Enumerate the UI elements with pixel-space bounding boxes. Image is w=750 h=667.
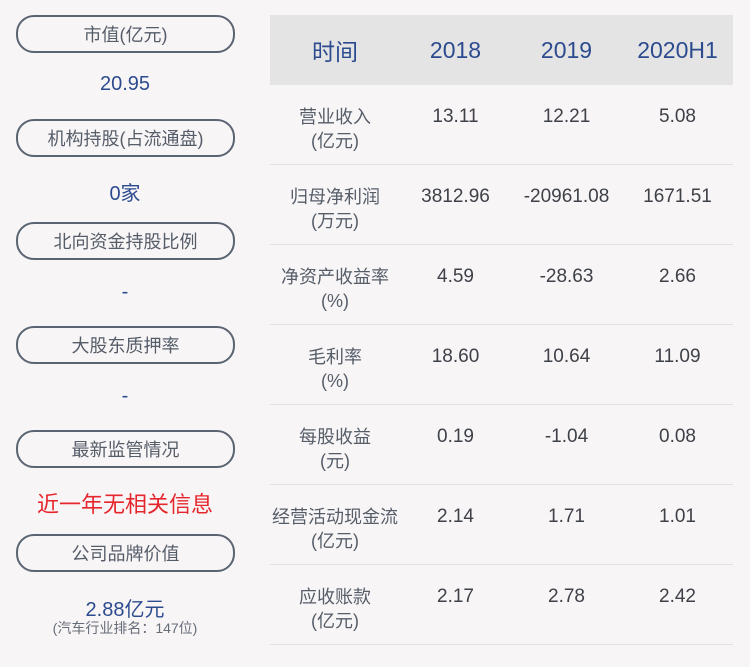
pledge-rate-label: 大股东质押率 bbox=[16, 326, 235, 364]
brand-value-value: 2.88亿元 bbox=[85, 599, 165, 621]
brand-rank: (汽车行业排名：147位) bbox=[52, 620, 198, 636]
table-row: 经营活动现金流 (亿元) 2.14 1.71 1.01 bbox=[270, 485, 733, 565]
brand-value-label: 公司品牌价值 bbox=[16, 534, 235, 572]
pledge-rate-value: - bbox=[121, 385, 129, 407]
northbound-holding-label: 北向资金持股比例 bbox=[16, 222, 235, 260]
header-time: 时间 bbox=[312, 39, 358, 65]
table-row: 应收账款 (亿元) 2.17 2.78 2.42 bbox=[270, 565, 733, 645]
cell: 13.11 bbox=[432, 106, 479, 127]
cell: 4.59 bbox=[437, 266, 474, 287]
cell: 2.42 bbox=[659, 586, 696, 607]
cell: 2.78 bbox=[548, 586, 585, 607]
cell: -1.04 bbox=[544, 426, 589, 447]
financial-table: 时间 2018 2019 2020H1 营业收入 (亿元) 13.11 12.21… bbox=[270, 15, 733, 645]
cell: 18.60 bbox=[431, 346, 480, 367]
table-row: 每股收益 (元) 0.19 -1.04 0.08 bbox=[270, 405, 733, 485]
table-row: 净资产收益率 (%) 4.59 -28.63 2.66 bbox=[270, 245, 733, 325]
cell: 0.19 bbox=[437, 426, 474, 447]
cell: -20961.08 bbox=[523, 186, 610, 207]
table-header: 时间 2018 2019 2020H1 bbox=[270, 15, 733, 85]
cell: 1.71 bbox=[548, 506, 585, 527]
cell: 2.14 bbox=[437, 506, 474, 527]
regulatory-status-label: 最新监管情况 bbox=[16, 430, 235, 468]
row-label: 归母净利润 (万元) bbox=[290, 187, 380, 231]
cell: 5.08 bbox=[659, 106, 696, 127]
cell: 2.17 bbox=[437, 586, 474, 607]
market-cap-value: 20.95 bbox=[99, 73, 151, 95]
cell: 11.09 bbox=[654, 346, 701, 367]
cell: 12.21 bbox=[542, 106, 591, 127]
market-cap-label: 市值(亿元) bbox=[16, 15, 235, 53]
row-label: 应收账款 (亿元) bbox=[299, 587, 371, 631]
header-2018: 2018 bbox=[429, 36, 482, 63]
institutional-holding-label: 机构持股(占流通盘) bbox=[16, 119, 235, 157]
row-label: 营业收入 (亿元) bbox=[299, 107, 371, 151]
cell: 1.01 bbox=[659, 506, 696, 527]
row-label: 经营活动现金流 (亿元) bbox=[272, 507, 398, 551]
row-label: 毛利率 (%) bbox=[308, 347, 362, 391]
table-row: 毛利率 (%) 18.60 10.64 11.09 bbox=[270, 325, 733, 405]
regulatory-status-value: 近一年无相关信息 bbox=[36, 492, 213, 517]
cell: 1671.51 bbox=[643, 186, 712, 207]
row-label: 每股收益 (元) bbox=[299, 427, 371, 471]
institutional-holding-value: 0家 bbox=[109, 183, 141, 205]
cell: 2.66 bbox=[659, 266, 696, 287]
header-2020h1: 2020H1 bbox=[637, 36, 718, 63]
cell: -28.63 bbox=[539, 266, 594, 287]
northbound-holding-value: - bbox=[121, 281, 129, 303]
row-label: 净资产收益率 (%) bbox=[281, 267, 389, 311]
cell: 10.64 bbox=[542, 346, 591, 367]
table-row: 归母净利润 (万元) 3812.96 -20961.08 1671.51 bbox=[270, 165, 733, 245]
cell: 0.08 bbox=[659, 426, 696, 447]
header-2019: 2019 bbox=[540, 36, 593, 63]
table-row: 营业收入 (亿元) 13.11 12.21 5.08 bbox=[270, 85, 733, 165]
cell: 3812.96 bbox=[421, 186, 490, 207]
